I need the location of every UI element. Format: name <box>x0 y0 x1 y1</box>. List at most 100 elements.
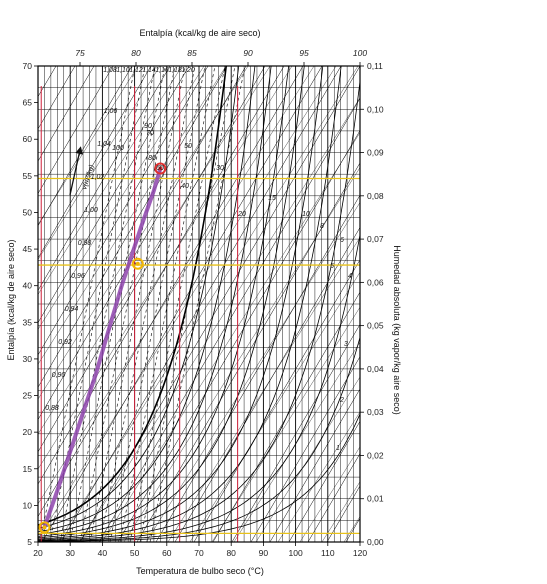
humid-volume-line <box>119 66 216 542</box>
enthalpy-line <box>410 66 547 542</box>
right-tick-label: 0,05 <box>367 321 384 331</box>
right-axis-title: Humedad absoluta (kg vapor/kg aire seco) <box>392 245 402 415</box>
right-tick-label: 0,04 <box>367 364 384 374</box>
relative-humidity-curve <box>38 66 272 535</box>
top-tick-label: 100 <box>353 48 367 58</box>
left-tick-label: 45 <box>23 244 33 254</box>
top-tick-label: 75 <box>75 48 85 58</box>
bottom-tick-label: 40 <box>98 548 108 558</box>
humid-volume-label: 0,92 <box>58 339 72 346</box>
right-tick-label: 0,06 <box>367 277 384 287</box>
relative-humidity-curve <box>38 81 360 541</box>
humid-volume-line <box>89 66 186 542</box>
enthalpy-line <box>38 66 249 400</box>
right-tick-label: 0,01 <box>367 494 384 504</box>
humid-volume-label: 1,12 <box>129 67 143 74</box>
bottom-tick-label: 110 <box>321 548 335 558</box>
humid-volume-line <box>99 66 196 542</box>
humid-volume-label: 1,18 <box>168 67 182 74</box>
humid-volume-label: 1,00 <box>84 207 98 214</box>
relative-humidity-label: 15 <box>268 195 276 202</box>
humid-volume-label: 0,98 <box>78 240 92 247</box>
top-tick-label: 85 <box>187 48 197 58</box>
left-tick-label: 20 <box>23 427 33 437</box>
bottom-tick-label: 120 <box>353 548 367 558</box>
wet-bulb-line <box>38 66 133 227</box>
curve-labels: 0,88 0,90 0,92 0,94 0,96 0,98 1,00 1,02 1,04 1,06… <box>45 67 352 452</box>
right-tick-label: 0,11 <box>367 61 383 71</box>
wet-bulb-line <box>403 66 547 542</box>
bottom-axis-title: Temperatura de bulbo seco (°C) <box>136 566 264 576</box>
left-tick-label: 35 <box>23 317 33 327</box>
enthalpy-line <box>167 237 360 542</box>
relative-humidity-label: 4 <box>348 273 352 280</box>
enthalpy-line <box>38 66 183 295</box>
wet-bulb-line <box>536 66 547 542</box>
relative-humidity-label: 5 <box>330 263 334 270</box>
bottom-axis-ticks: 20 30 40 50 60 70 80 90 100 110 120 <box>33 542 367 558</box>
relative-humidity-label: 80 <box>148 155 156 162</box>
relative-humidity-label: 8 <box>320 223 324 230</box>
wet-bulb-line <box>38 66 304 517</box>
wet-bulb-line <box>79 66 360 542</box>
relative-humidity-label: 60 <box>156 165 164 172</box>
humid-volume-line <box>149 66 246 542</box>
relative-humidity-label: 90 <box>144 123 152 130</box>
humid-volume-label: 1,08 <box>103 67 117 74</box>
wet-bulb-line <box>41 66 323 542</box>
humid-volume-line <box>39 66 136 542</box>
relative-humidity-label: 100 <box>112 145 124 152</box>
enthalpy-line <box>38 66 227 365</box>
humid-volume-label: 1,10 <box>116 67 130 74</box>
enthalpy-line <box>299 446 360 542</box>
wet-bulb-line <box>38 66 171 291</box>
wet-bulb-line <box>307 453 360 542</box>
wet-bulb-line <box>288 420 360 542</box>
relative-humidity-label: 2 <box>339 397 344 404</box>
humid-volume-label: 1,02 <box>91 174 105 181</box>
wet-bulb-line <box>441 66 547 542</box>
enthalpy-line <box>343 516 360 542</box>
enthalpy-line <box>211 306 360 542</box>
relative-humidity-curve <box>38 234 360 542</box>
right-tick-label: 0,10 <box>367 104 384 114</box>
left-tick-label: 60 <box>23 134 33 144</box>
relative-humidity-label: 30 <box>216 165 224 172</box>
humid-volume-label: 1,14 <box>142 67 156 74</box>
wet-bulb-line <box>136 162 360 542</box>
process-path <box>42 166 163 530</box>
right-tick-label: 0,08 <box>367 191 384 201</box>
top-axis-ticks: 75 80 85 90 95 100 <box>75 48 367 66</box>
enthalpy-line <box>498 66 547 542</box>
process-point-marker <box>38 521 51 534</box>
wet-bulb-line <box>250 356 360 542</box>
right-tick-label: 0,03 <box>367 407 384 417</box>
right-axis-ticks: 0,00 0,01 0,02 0,03 0,04 0,05 0,06 0,07 0,08 0,09… <box>360 61 384 547</box>
wet-bulb-line <box>498 66 547 542</box>
enthalpy-line <box>255 376 360 542</box>
enthalpy-line <box>79 97 360 542</box>
wet-bulb-line <box>38 66 190 324</box>
humid-volume-line <box>59 66 156 542</box>
enthalpy-line <box>38 66 271 435</box>
left-axis-title: Entalpía (kcal/kg de aire seco) <box>6 239 16 360</box>
wet-bulb-line <box>38 66 228 388</box>
humid-volume-label: 0,90 <box>52 372 66 379</box>
bottom-tick-label: 70 <box>194 548 204 558</box>
process-point-marker <box>154 162 167 175</box>
enthalpy-line <box>277 411 360 542</box>
relative-humidity-curve <box>38 66 256 533</box>
top-tick-label: 80 <box>131 48 141 58</box>
bottom-tick-label: 80 <box>226 548 236 558</box>
process-point-center <box>42 525 47 530</box>
relative-humidity-label: 70 <box>146 130 154 137</box>
relative-humidity-label: 40 <box>181 183 189 190</box>
relative-humidity-curve <box>38 66 324 540</box>
wet-bulb-line <box>38 66 152 259</box>
enthalpy-line <box>101 132 360 542</box>
bottom-tick-label: 60 <box>162 548 172 558</box>
enthalpy-line <box>145 202 360 542</box>
enthalpy-line <box>432 66 547 542</box>
left-tick-label: 65 <box>23 98 33 108</box>
enthalpy-line <box>38 66 205 330</box>
